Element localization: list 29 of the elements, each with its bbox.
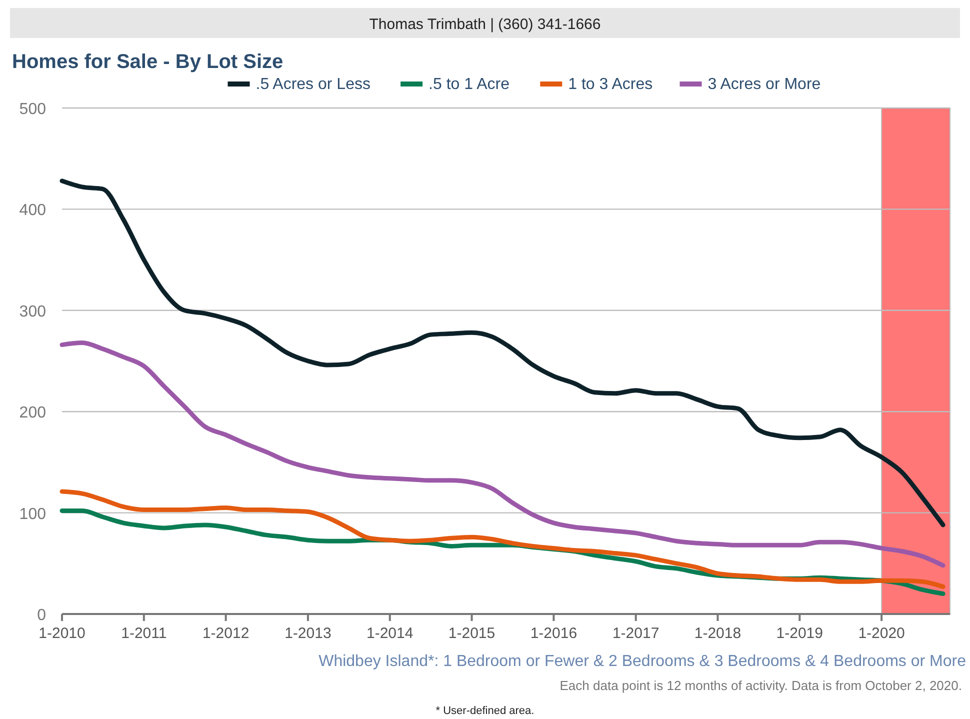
y-tick-label: 0 — [37, 607, 46, 624]
line-series — [60, 489, 946, 589]
line-series — [60, 178, 946, 528]
line-series — [60, 340, 946, 568]
text: Whidbey Island*: 1 Bedroom or Fewer & 2 Bedrooms & 3 Bedrooms & 4 Bedrooms or More — [318, 653, 966, 670]
x-tick-label: 1-2011 — [121, 625, 167, 642]
legend-label: 1 to 3 Acres — [568, 76, 653, 93]
y-tick-label: 400 — [19, 202, 46, 220]
y-tick-label: 300 — [19, 303, 46, 320]
text: * User-defined area. — [436, 705, 534, 717]
x-tick-label: 1-2014 — [366, 625, 414, 642]
y-tick-label: 200 — [19, 404, 46, 422]
legend-label: 3 Acres or More — [708, 76, 821, 93]
y-tick-label: 500 — [19, 101, 46, 118]
y-tick-label: 100 — [19, 506, 46, 523]
x-tick-label: 1-2018 — [694, 625, 742, 642]
x-tick-label: 1-2012 — [202, 625, 250, 642]
chart-title: Homes for Sale - By Lot Size — [12, 51, 284, 73]
x-tick-label: 1-2013 — [284, 625, 332, 642]
text: Thomas Trimbath | (360) 341-1666 — [369, 16, 601, 33]
legend-label: .5 Acres or Less — [256, 76, 370, 93]
x-tick-label: 1-2015 — [448, 625, 496, 642]
x-tick-label: 1-2010 — [38, 625, 86, 642]
x-tick-label: 1-2016 — [530, 625, 578, 642]
x-tick-label: 1-2019 — [776, 625, 824, 642]
legend-label: .5 to 1 Acre — [428, 76, 510, 93]
x-tick-label: 1-2020 — [858, 625, 905, 642]
text: Each data point is 12 months of activity. Data is from October 2, 2020. — [560, 678, 962, 693]
x-tick-label: 1-2017 — [612, 625, 660, 642]
